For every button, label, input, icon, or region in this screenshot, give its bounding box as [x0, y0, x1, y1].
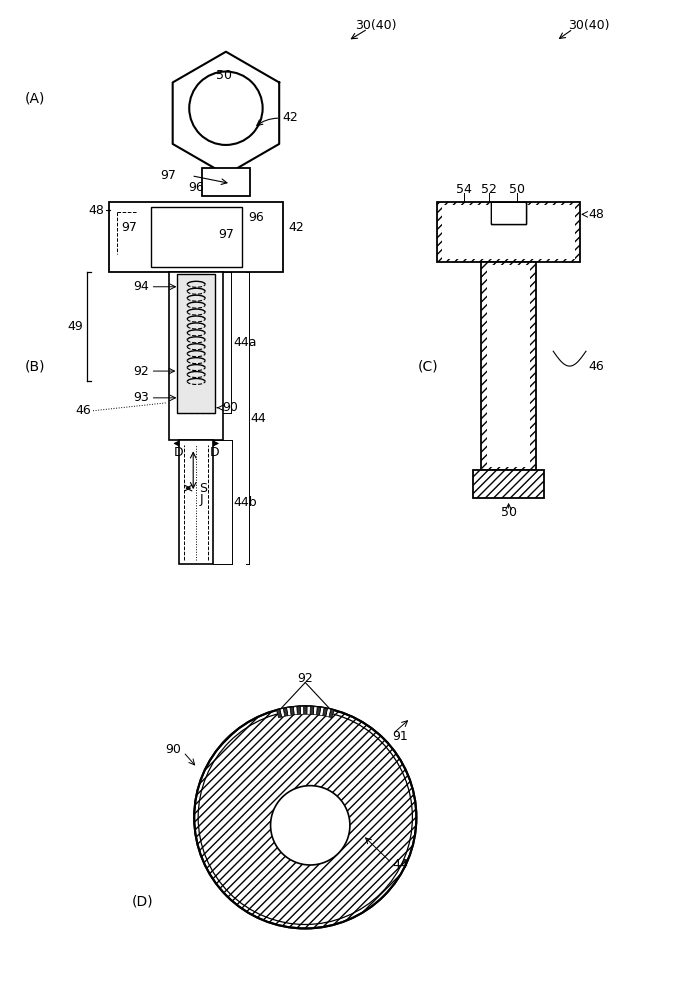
Polygon shape [290, 707, 294, 715]
Text: 50: 50 [500, 506, 517, 519]
Polygon shape [319, 707, 324, 716]
Circle shape [271, 786, 350, 865]
Text: 96: 96 [183, 277, 199, 290]
Text: 97: 97 [218, 228, 234, 241]
Text: 42: 42 [288, 221, 304, 234]
Polygon shape [310, 706, 314, 715]
Bar [151, 207, 242, 267]
Text: 92: 92 [298, 672, 313, 685]
Text: 90: 90 [165, 743, 181, 756]
Bar [481, 262, 536, 470]
Text: 90: 90 [222, 401, 238, 414]
Text: 46: 46 [75, 404, 91, 417]
Polygon shape [300, 706, 304, 714]
Text: D: D [210, 446, 219, 459]
Polygon shape [329, 709, 334, 718]
Text: 96: 96 [247, 211, 264, 224]
Polygon shape [304, 706, 307, 714]
Bar [492, 203, 525, 223]
Polygon shape [294, 707, 298, 715]
Text: (C): (C) [418, 359, 438, 373]
Text: 94: 94 [133, 280, 148, 293]
Text: (B): (B) [24, 359, 45, 373]
Bar [491, 202, 526, 224]
Text: 48: 48 [88, 204, 104, 217]
Bar [487, 265, 530, 467]
Text: 50: 50 [216, 69, 232, 82]
Bar [109, 202, 283, 272]
Polygon shape [280, 709, 285, 717]
Polygon shape [283, 708, 288, 716]
Text: 50: 50 [508, 183, 525, 196]
Text: 44a: 44a [234, 336, 258, 349]
Text: 48: 48 [588, 208, 604, 221]
Text: 54: 54 [456, 183, 472, 196]
Polygon shape [323, 708, 327, 716]
Text: 44b: 44b [234, 496, 258, 509]
Bar [179, 440, 213, 564]
Circle shape [194, 706, 416, 928]
Text: 49: 49 [67, 320, 83, 333]
Text: D: D [174, 446, 183, 459]
Bar [492, 203, 525, 223]
Text: 96: 96 [218, 207, 234, 220]
Text: 96: 96 [188, 181, 204, 194]
Text: 52: 52 [481, 183, 497, 196]
Bar [437, 202, 580, 262]
Text: 97: 97 [121, 221, 137, 234]
Text: 91: 91 [393, 730, 408, 743]
Polygon shape [317, 707, 321, 715]
Text: 92: 92 [133, 365, 148, 378]
Polygon shape [277, 709, 281, 718]
Text: (A): (A) [24, 91, 45, 105]
Polygon shape [297, 706, 300, 715]
Text: 30(40): 30(40) [355, 19, 397, 32]
Text: (D): (D) [132, 895, 153, 909]
Bar [178, 274, 215, 413]
Text: 46: 46 [588, 360, 603, 373]
Bar [473, 470, 544, 498]
Polygon shape [307, 706, 311, 714]
Polygon shape [326, 709, 331, 717]
Text: S: S [199, 482, 207, 495]
Text: 42: 42 [283, 111, 298, 124]
Bar [442, 205, 575, 259]
Circle shape [272, 787, 349, 864]
Text: 30(40): 30(40) [568, 19, 610, 32]
Text: 44: 44 [393, 858, 408, 871]
Bar [202, 168, 250, 196]
Circle shape [189, 72, 262, 145]
Text: 93: 93 [133, 391, 148, 404]
Bar [491, 202, 526, 224]
Text: J: J [199, 493, 203, 506]
Text: 44: 44 [251, 412, 266, 425]
Bar [170, 272, 223, 440]
Polygon shape [287, 707, 291, 716]
Polygon shape [313, 707, 317, 715]
Text: 97: 97 [161, 169, 176, 182]
